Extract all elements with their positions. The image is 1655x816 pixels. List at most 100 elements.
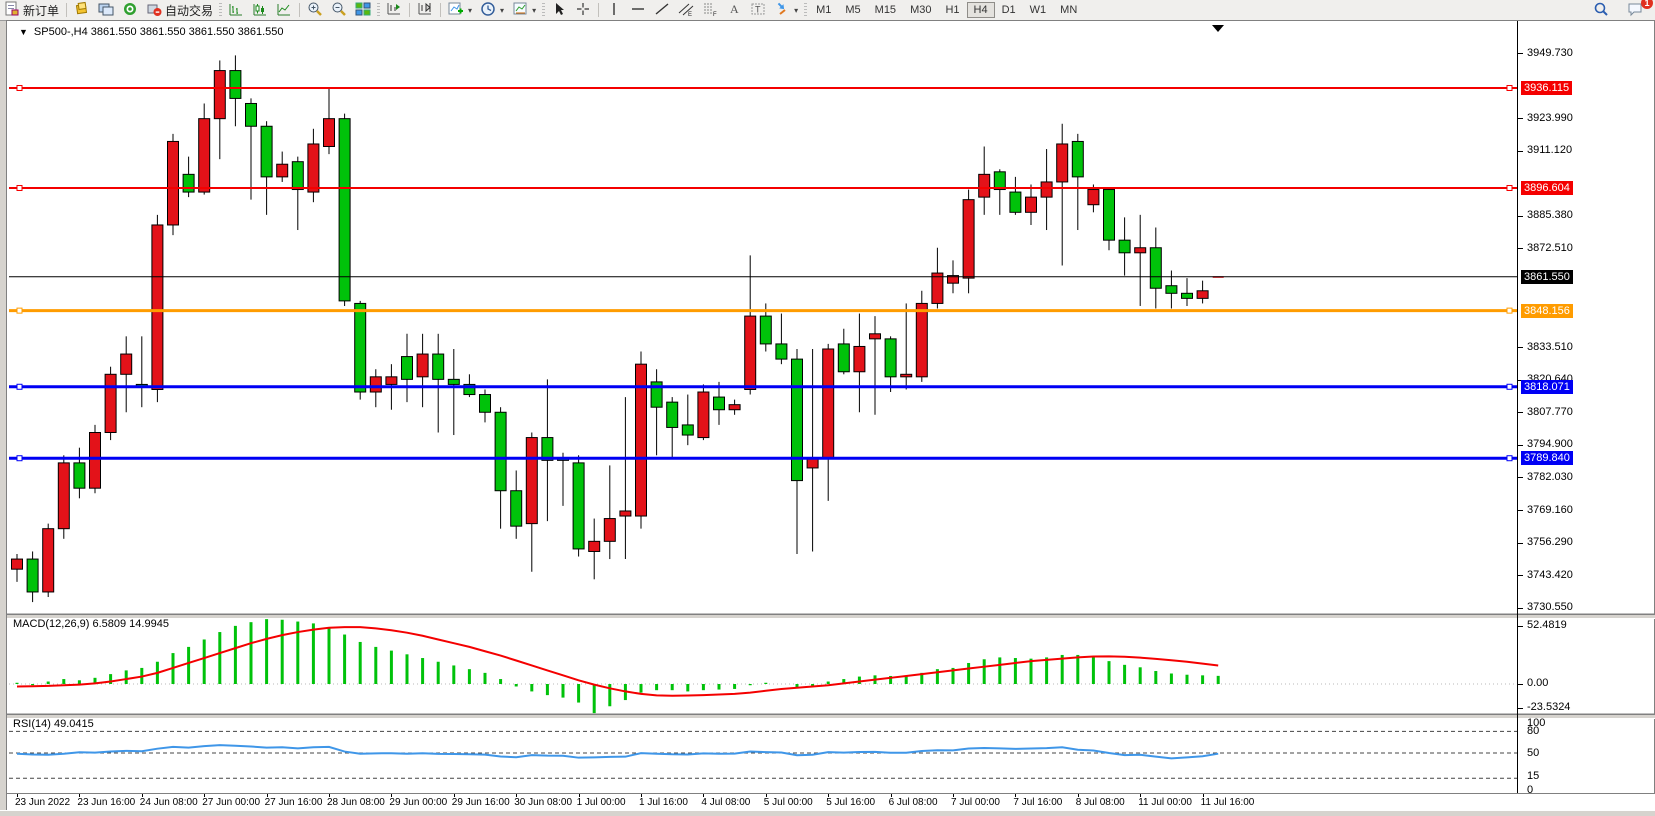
chart-bars-button[interactable]	[224, 1, 248, 19]
candle-body	[744, 315, 757, 390]
line-anchor-marker[interactable]	[16, 85, 23, 91]
vertical-line-button[interactable]	[602, 1, 626, 19]
zoom-out-button[interactable]	[327, 1, 351, 19]
time-axis-tick	[1202, 794, 1204, 797]
line-anchor-marker[interactable]	[1506, 455, 1513, 462]
horizontal-line-button[interactable]	[626, 1, 650, 19]
line-anchor-marker[interactable]	[1506, 185, 1513, 192]
text-icon: A	[726, 1, 742, 20]
line-anchor-marker[interactable]	[16, 185, 23, 192]
periods-button[interactable]: ▾	[476, 1, 508, 19]
price-axis-tick	[1518, 575, 1523, 577]
text-button[interactable]: A	[722, 1, 746, 19]
candle-body	[167, 140, 179, 226]
toolbar-grip	[219, 3, 223, 17]
price-axis-tick	[1518, 215, 1523, 217]
time-axis-tick	[17, 794, 18, 797]
candle-body	[884, 338, 897, 378]
chat-badge: 1	[1641, 0, 1653, 9]
candle-body	[432, 353, 445, 380]
time-axis-label: 4 Jul 08:00	[701, 797, 751, 808]
arrows-button[interactable]: ▾	[770, 1, 802, 19]
candle-body	[291, 161, 304, 191]
status-bar	[0, 810, 1655, 816]
toolbar-separator	[66, 3, 68, 17]
macd-pane-splitter[interactable]	[7, 614, 1655, 619]
timeframe-button-m30[interactable]: M30	[910, 4, 932, 16]
new-order-button[interactable]: 新订单	[0, 1, 63, 19]
timeframe-button-h1[interactable]: H1	[945, 4, 960, 16]
equidistant-channel-button[interactable]: E	[674, 1, 698, 19]
timeframe-button-w1[interactable]: W1	[1029, 4, 1047, 16]
chart-candles-button[interactable]	[248, 1, 272, 19]
tile-windows-button[interactable]	[351, 1, 375, 19]
candle-body	[619, 510, 632, 517]
chart-shift-button[interactable]	[413, 1, 437, 19]
line-anchor-marker[interactable]	[16, 307, 23, 314]
templates-button[interactable]: ▾	[508, 1, 540, 19]
candle-body	[541, 437, 554, 461]
time-axis-tick	[266, 794, 268, 797]
fibonacci-button[interactable]: F	[698, 1, 722, 19]
chat-button[interactable]: 1	[1623, 0, 1653, 19]
line-anchor-marker[interactable]	[1506, 85, 1513, 91]
terminal-button[interactable]	[94, 1, 118, 19]
search-icon	[1593, 1, 1609, 20]
chart-window: ▼ SP500-,H4 3861.550 3861.550 3861.550 3…	[6, 20, 1655, 812]
cursor-button[interactable]	[547, 1, 571, 19]
search-button[interactable]	[1589, 1, 1613, 19]
candle-body	[1134, 247, 1147, 254]
candle-body	[73, 462, 86, 489]
rsi-axis-tick-label: 80	[1527, 725, 1540, 738]
timeframe-button-h4[interactable]: H4	[966, 2, 995, 18]
macd-axis-tick	[1518, 626, 1523, 627]
zoom-in-button[interactable]	[303, 1, 327, 19]
time-axis-tick	[1015, 794, 1017, 797]
time-axis-label: 6 Jul 08:00	[888, 797, 938, 808]
time-axis-label: 27 Jun 16:00	[264, 797, 323, 808]
candle-body	[853, 345, 866, 373]
line-anchor-marker[interactable]	[16, 383, 23, 390]
indicators-button[interactable]: ▾	[444, 1, 476, 19]
timeframe-button-d1[interactable]: D1	[1001, 4, 1016, 16]
candle-body	[978, 173, 991, 198]
auto-scroll-button[interactable]	[382, 1, 406, 19]
candle-body	[494, 411, 507, 492]
toolbar-separator	[598, 3, 600, 17]
chart-bars-icon	[228, 1, 244, 20]
trend-line-button[interactable]	[650, 1, 674, 19]
chart-line-button[interactable]	[272, 1, 296, 19]
time-axis-label: 24 Jun 08:00	[139, 797, 198, 808]
chart-line-icon	[276, 1, 292, 20]
timeframe-button-mn[interactable]: MN	[1060, 4, 1078, 16]
chart-shift-marker[interactable]	[1212, 25, 1224, 32]
rsi-pane-splitter[interactable]	[7, 714, 1655, 719]
text-label-button[interactable]: T	[746, 1, 770, 19]
line-anchor-marker[interactable]	[1506, 307, 1513, 314]
time-axis-label: 7 Jul 16:00	[1013, 797, 1063, 808]
metaeditor-button[interactable]	[70, 1, 94, 19]
toolbar-grip	[542, 3, 546, 17]
time-axis[interactable]: 23 Jun 2022 23 Jun 16:00 24 Jun 08:00 27 Ju…	[7, 793, 1655, 811]
cursor-icon	[551, 1, 567, 20]
rsi-axis-tick-label: 50	[1527, 747, 1540, 759]
candle-body	[759, 315, 772, 345]
signals-button[interactable]	[118, 1, 142, 19]
price-axis-tick-label: 3743.420	[1527, 568, 1573, 581]
autotrading-button[interactable]: 自动交易	[142, 1, 217, 19]
timeframe-button-m15[interactable]: M15	[874, 4, 897, 16]
timeframe-button-m1[interactable]: M1	[816, 4, 832, 16]
chart-collapse-icon[interactable]: ▼	[19, 27, 28, 37]
time-axis-tick	[1077, 794, 1079, 797]
line-anchor-marker[interactable]	[1506, 383, 1513, 390]
line-anchor-marker[interactable]	[16, 455, 23, 462]
crosshair-button[interactable]	[571, 1, 595, 19]
macd-axis-tick	[1518, 708, 1523, 709]
price-axis-tick-label: 3807.770	[1527, 405, 1573, 418]
time-axis-label: 5 Jul 00:00	[763, 797, 813, 808]
candle-body	[1040, 181, 1053, 198]
macd-axis-tick-label: 0.00	[1527, 677, 1549, 689]
chart-title-text: SP500-,H4 3861.550 3861.550 3861.550 386…	[33, 26, 284, 38]
vertical-line-icon	[606, 1, 622, 20]
timeframe-button-m5[interactable]: M5	[845, 4, 861, 16]
